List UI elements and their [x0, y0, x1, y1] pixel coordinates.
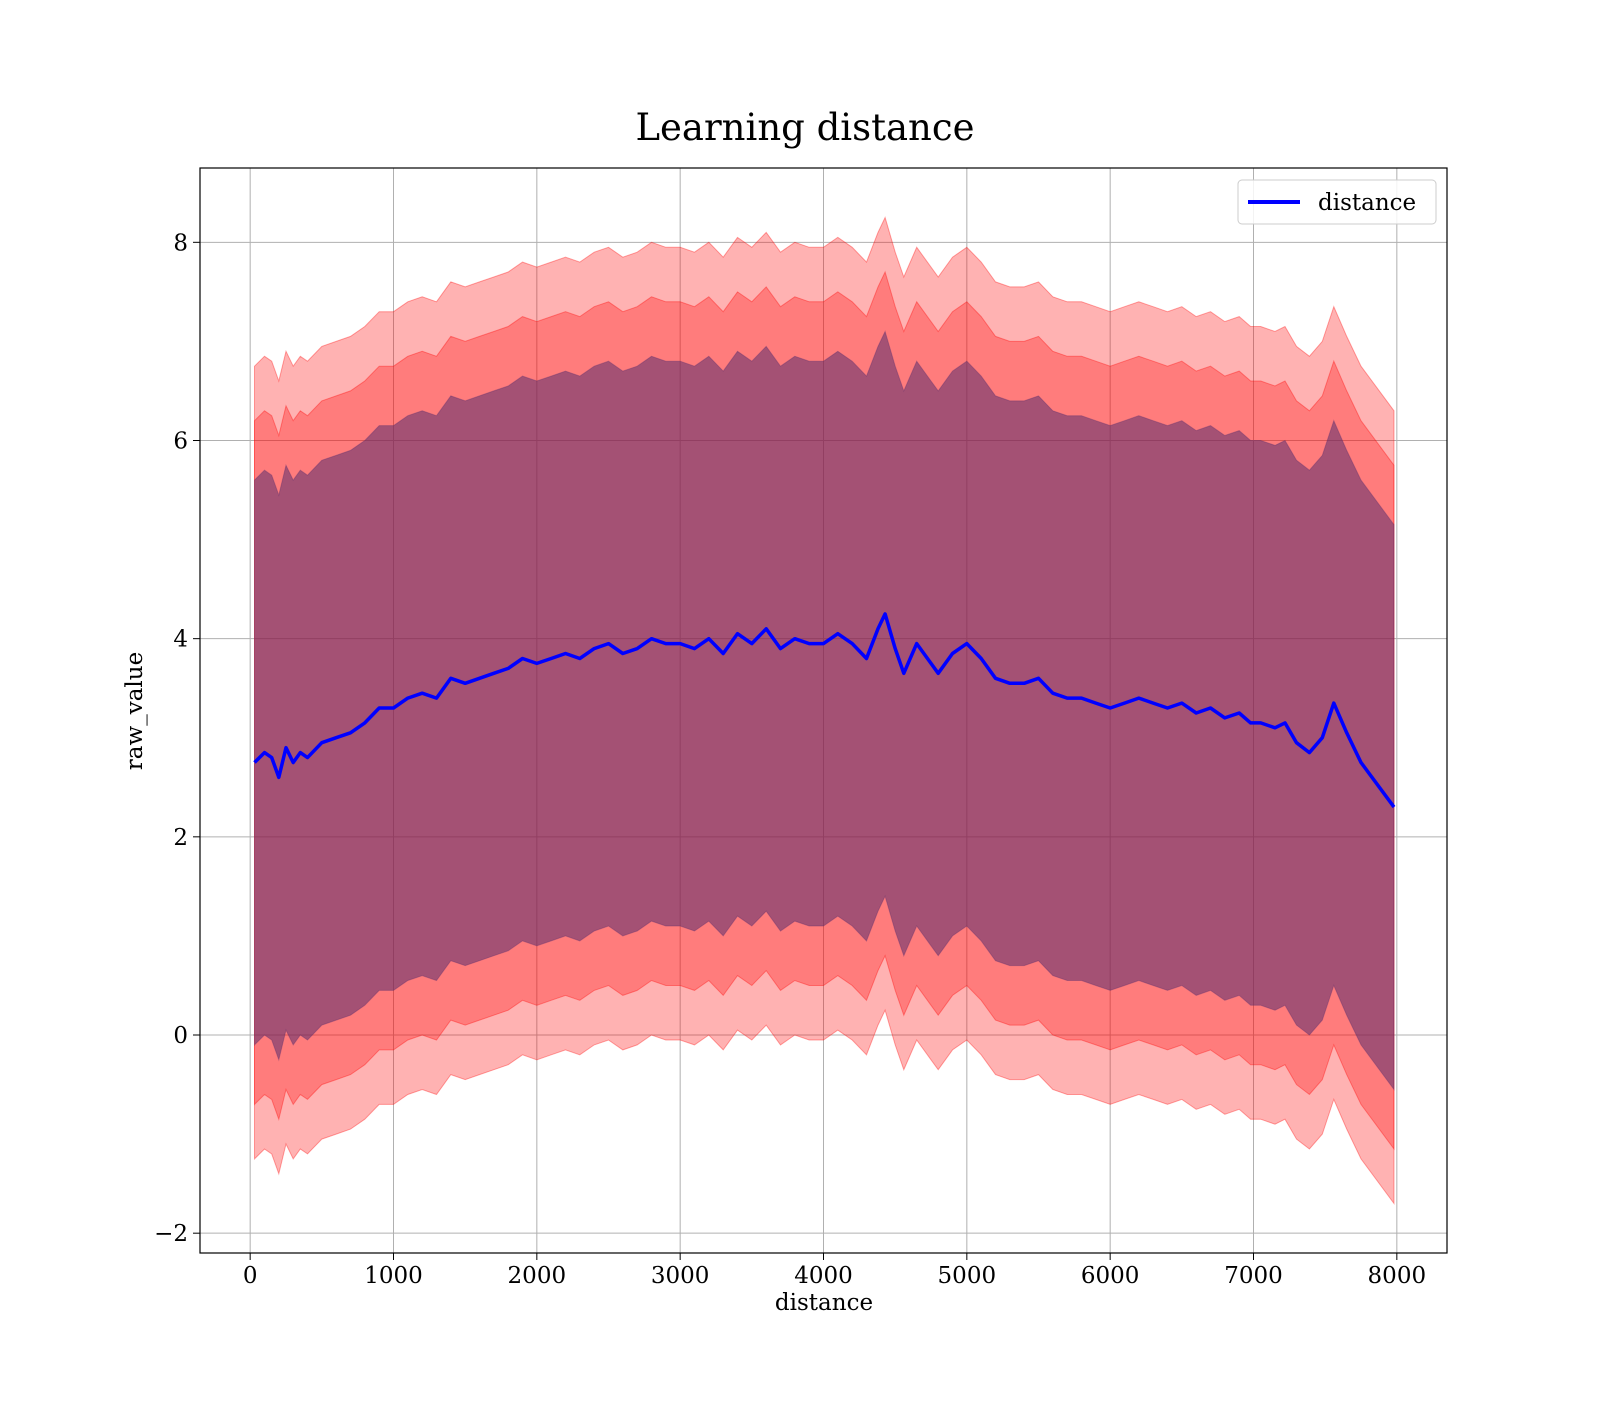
y-axis-ticks: −2 0 2 4 6 8	[154, 230, 200, 1247]
x-tick-label: 4000	[794, 1263, 853, 1289]
x-tick-label: 0	[243, 1263, 258, 1289]
chart-title: Learning distance	[635, 106, 974, 149]
y-tick-label: 8	[173, 230, 188, 256]
x-tick-label: 8000	[1368, 1263, 1427, 1289]
y-tick-label: 0	[173, 1023, 188, 1049]
x-tick-label: 5000	[938, 1263, 997, 1289]
band-inner	[254, 330, 1395, 1092]
series-lines	[253, 612, 1396, 809]
y-tick-label: 6	[173, 428, 188, 454]
x-tick-label: 7000	[1224, 1263, 1283, 1289]
y-axis-label: raw_value	[122, 652, 148, 770]
x-axis-label: distance	[775, 1290, 873, 1316]
x-tick-label: 6000	[1081, 1263, 1140, 1289]
y-tick-label: −2	[154, 1221, 188, 1247]
confidence-bands	[254, 216, 1395, 1206]
series-line-distance	[253, 612, 1396, 809]
y-tick-label: 2	[173, 825, 188, 851]
y-tick-label: 4	[173, 627, 188, 653]
x-axis-ticks: 0 1000 2000 3000 4000 5000 6000 7000 8000	[243, 1253, 1426, 1289]
legend-label-distance: distance	[1318, 190, 1416, 216]
x-tick-label: 2000	[508, 1263, 567, 1289]
x-tick-label: 1000	[364, 1263, 423, 1289]
legend: distance	[1237, 179, 1437, 225]
legend-box	[1237, 179, 1437, 225]
x-tick-label: 3000	[651, 1263, 710, 1289]
